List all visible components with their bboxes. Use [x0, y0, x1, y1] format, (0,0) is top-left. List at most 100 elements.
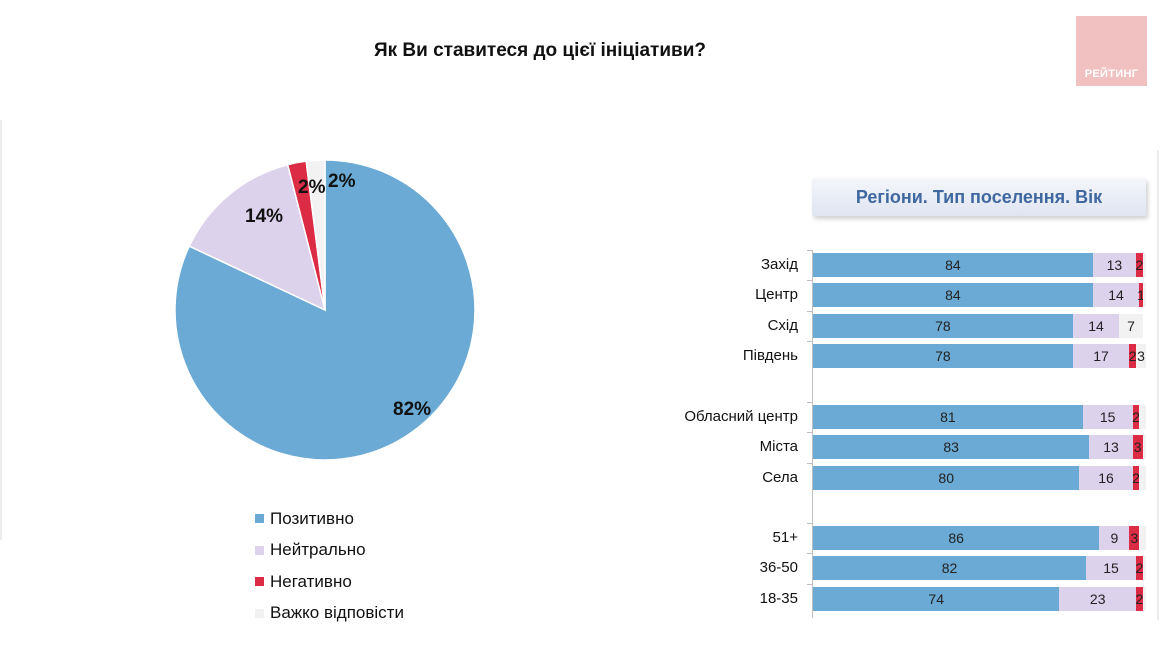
bar-value-label: 86 [948, 530, 964, 546]
bar-value-label: 16 [1098, 469, 1114, 486]
bar-value-label: 2 [1132, 409, 1140, 425]
bar-value-label: 78 [935, 317, 951, 334]
bar-value-label: 84 [945, 287, 961, 304]
bar-value-label: 23 [1089, 590, 1106, 607]
chart-title: Як Ви ставитеся до цієї ініціативи? [373, 40, 706, 61]
axis-tick [807, 310, 812, 312]
bar-value-label: 17 [1093, 347, 1109, 364]
bar-value-label: 81 [940, 409, 956, 425]
bar-row-label: 18-35 [759, 589, 798, 607]
slide-edge-line-right [1157, 150, 1159, 620]
bar-value-label: 2 [1135, 257, 1144, 273]
bar-segment: 2 [1135, 253, 1144, 277]
bar-value-label: 7 [1127, 317, 1135, 334]
bar-segment [1139, 526, 1146, 550]
bar-value-label: 2 [1135, 560, 1144, 577]
bar-segment: 3 [1132, 435, 1143, 460]
bar-segment: 84 [813, 283, 1093, 308]
bar-category-axis [812, 250, 813, 618]
bar-value-label: 82 [941, 560, 958, 577]
bar-segment: 86 [813, 526, 1100, 550]
bar-segment: 14 [1072, 313, 1120, 338]
legend-swatch [255, 577, 264, 587]
bar-value-label: 14 [1088, 317, 1104, 334]
axis-tick [807, 523, 812, 524]
bar-segment: 17 [1072, 343, 1130, 368]
bar-row-label: Села [762, 468, 798, 486]
bar-segment: 82 [813, 556, 1087, 581]
legend-swatch [255, 514, 264, 524]
bar-segment: 15 [1086, 556, 1136, 581]
bar-segment: 2 [1128, 343, 1137, 368]
bar-row-label: 36-50 [759, 559, 798, 577]
bar-row-label: Схід [767, 316, 798, 334]
bar-segment: 2 [1132, 465, 1140, 490]
bar-segment: 83 [813, 435, 1090, 460]
legend-label: Позитивно [270, 508, 354, 528]
bar-value-label: 84 [945, 257, 961, 273]
bar-segment: 7 [1119, 313, 1143, 338]
bar-row-label: Центр [755, 286, 798, 304]
pie-data-label: 14% [245, 206, 283, 227]
bar-segment: 78 [813, 313, 1073, 338]
bar-row-label: Міста [759, 438, 798, 456]
pie-data-label: 2% [298, 177, 326, 198]
legend-item: Негативно [255, 566, 404, 598]
bar-segment: 13 [1089, 435, 1133, 460]
bar-value-label: 1 [1137, 287, 1145, 304]
bar-value-label: 80 [938, 469, 954, 486]
bar-segment: 84 [813, 253, 1093, 277]
pie-legend: Позитивно Нейтрально Негативно Важко відпов… [255, 503, 404, 629]
bar-row-label: Захід [761, 256, 798, 273]
legend-swatch [255, 545, 264, 555]
bar-segment: 74 [813, 586, 1060, 611]
bar-segment: 78 [813, 343, 1073, 368]
axis-tick [807, 432, 812, 434]
bar-row-label: Обласний центр [684, 408, 798, 425]
bar-value-label: 15 [1099, 409, 1116, 425]
pie-slice-2 [188, 163, 327, 312]
pie-slice-4 [305, 159, 326, 311]
axis-tick [807, 250, 812, 251]
axis-tick [807, 583, 812, 585]
legend-label: Негативно [270, 571, 352, 591]
bar-value-label: 9 [1110, 530, 1119, 546]
bar-segment: 14 [1092, 283, 1140, 308]
pie-chart: 82% 14% 2% 2% [174, 159, 476, 461]
bar-segment: 2 [1135, 556, 1144, 581]
pie-data-label: 2% [328, 171, 356, 192]
bar-value-label: 3 [1130, 530, 1139, 546]
bar-segment [1142, 435, 1146, 460]
legend-item: Нейтрально [255, 535, 404, 567]
bar-panel-header: Регіони. Тип поселення. Вік [812, 178, 1146, 216]
bar-row-label: Південь [742, 346, 798, 364]
bar-segment: 16 [1079, 465, 1133, 490]
brand-logo: РЕЙТИНГ [1076, 16, 1147, 86]
slide-edge-line-left [0, 120, 2, 540]
bar-value-label: 2 [1128, 347, 1137, 364]
bar-value-label: 2 [1135, 590, 1144, 607]
bar-row-label: 51+ [772, 529, 798, 546]
bar-segment: 3 [1129, 526, 1140, 550]
bar-segment [1139, 405, 1146, 429]
legend-label: Важко відповісти [270, 603, 404, 623]
bar-segment: 3 [1136, 343, 1146, 368]
bar-value-label: 74 [928, 590, 944, 607]
bar-segment: 2 [1135, 586, 1144, 611]
bar-value-label: 3 [1133, 439, 1142, 456]
bar-segment: 13 [1092, 253, 1136, 277]
bar-segment [1139, 465, 1146, 490]
bar-segment: 81 [813, 405, 1083, 429]
axis-tick [807, 462, 812, 464]
pie-data-label: 82% [393, 399, 431, 420]
bar-value-label: 3 [1137, 347, 1145, 364]
bar-segment [1142, 556, 1146, 581]
bar-value-label: 14 [1108, 287, 1124, 304]
legend-swatch [255, 608, 264, 618]
bar-segment [1142, 586, 1146, 611]
legend-label: Нейтрально [270, 540, 366, 560]
legend-item: Позитивно [255, 503, 404, 535]
brand-logo-text: РЕЙТИНГ [1084, 68, 1139, 80]
bar-value-label: 83 [943, 439, 959, 456]
